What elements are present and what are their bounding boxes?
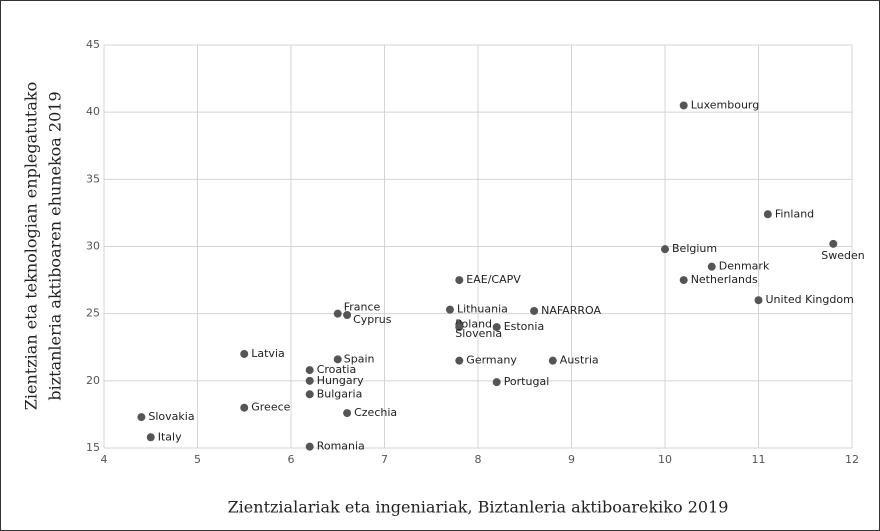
point (137, 413, 146, 422)
point-label: Romania (317, 440, 365, 453)
point-label: Slovakia (148, 410, 194, 423)
point-label: Spain (344, 352, 375, 365)
point (679, 276, 688, 285)
point-label: Lithuania (457, 303, 508, 316)
point (829, 239, 838, 248)
point (679, 101, 688, 110)
point (548, 356, 557, 365)
point-label: Italy (158, 430, 182, 443)
y-tick-label: 30 (86, 240, 100, 253)
point (492, 378, 501, 387)
point (305, 442, 314, 451)
point (455, 276, 464, 285)
point (333, 355, 342, 364)
x-tick-label: 4 (101, 453, 108, 466)
point (445, 305, 454, 314)
x-tick-label: 10 (658, 453, 672, 466)
point (455, 356, 464, 365)
point-label: Bulgaria (317, 387, 363, 400)
point (754, 296, 763, 305)
point (305, 376, 314, 385)
point-label: Cyprus (353, 313, 392, 326)
point-label: Finland (775, 207, 814, 220)
x-tick-label: 6 (288, 453, 295, 466)
x-tick-label: 5 (194, 453, 201, 466)
point-label: Estonia (504, 320, 545, 333)
point-label: EAE/CAPV (466, 273, 521, 286)
point (763, 210, 772, 219)
point-label: Portugal (504, 375, 550, 388)
point-label: Slovenia (455, 327, 502, 340)
point-label: Belgium (672, 242, 717, 255)
x-tick-label: 12 (845, 453, 859, 466)
x-tick-label: 7 (381, 453, 388, 466)
point-label: France (344, 301, 381, 314)
x-tick-label: 9 (568, 453, 575, 466)
point (240, 403, 249, 412)
point (146, 433, 155, 442)
y-tick-label: 40 (86, 105, 100, 118)
point (343, 409, 352, 418)
point-label: Netherlands (691, 273, 758, 286)
y-tick-label: 20 (86, 374, 100, 387)
point-label: Sweden (821, 249, 864, 262)
point-label: Austria (560, 354, 599, 367)
point (661, 245, 669, 254)
point-label: Luxembourg (691, 98, 760, 111)
x-tick-label: 11 (752, 453, 766, 466)
y-axis-title: biztanleria aktiboaren ehunekoa 2019 (46, 91, 65, 400)
y-tick-label: 35 (86, 172, 100, 185)
point-label: NAFARROA (541, 304, 601, 317)
x-tick-label: 8 (475, 453, 482, 466)
point-label: United Kingdom (766, 293, 854, 306)
point (707, 262, 716, 271)
point (343, 311, 352, 320)
point-label: Croatia (317, 363, 357, 376)
point (455, 323, 464, 332)
point-label: Greece (251, 401, 290, 414)
point (530, 306, 539, 315)
y-axis-title: Zientzian eta teknologian enplegatutako (22, 82, 41, 410)
point (240, 349, 249, 358)
y-tick-label: 25 (86, 307, 100, 320)
point (305, 366, 314, 375)
y-tick-label: 45 (86, 38, 100, 51)
x-axis-title: Zientzialariak eta ingeniariak, Biztanle… (228, 498, 729, 517)
point (305, 390, 314, 399)
point-label: Hungary (317, 374, 364, 387)
point-label: Czechia (354, 406, 397, 419)
point (492, 323, 501, 332)
point-label: Latvia (251, 347, 285, 360)
point (333, 309, 342, 318)
y-tick-label: 15 (86, 441, 100, 454)
point-label: Germany (466, 354, 517, 367)
point-label: Denmark (719, 260, 770, 273)
point-label: Poland (455, 317, 492, 330)
